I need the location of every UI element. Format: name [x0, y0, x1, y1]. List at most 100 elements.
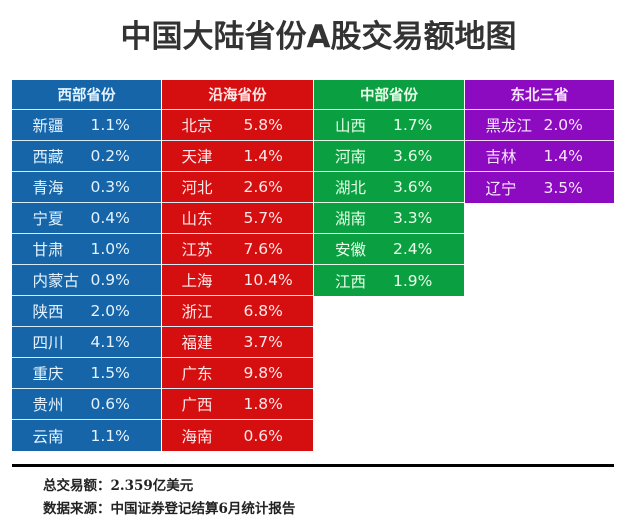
province-value: 2.0%: [543, 116, 583, 134]
table-row: 新疆 1.1%: [12, 110, 161, 141]
province-name: 宁夏: [32, 210, 64, 228]
province-value: 0.4%: [90, 209, 130, 227]
province-name: 广东: [181, 365, 213, 383]
province-name: 四川: [32, 334, 64, 352]
table-row: 内蒙古 0.9%: [12, 265, 161, 296]
column-header: 东北三省: [465, 80, 614, 110]
province-value: 2.4%: [393, 240, 433, 258]
province-name: 陕西: [32, 303, 64, 321]
table-row: 青海 0.3%: [12, 172, 161, 203]
province-name: 河南: [335, 148, 367, 166]
table-row: 宁夏 0.4%: [12, 203, 161, 234]
table-row: 广西 1.8%: [162, 389, 313, 420]
province-name: 北京: [181, 117, 213, 135]
province-value: 1.1%: [90, 426, 130, 445]
province-value: 7.6%: [243, 240, 283, 258]
data-source-note: 数据来源：中国证券登记结算6月统计报告: [43, 501, 296, 517]
province-name: 湖南: [335, 210, 367, 228]
province-name: 海南: [181, 427, 213, 446]
province-name: 福建: [181, 334, 213, 352]
province-value: 10.4%: [243, 271, 293, 289]
province-value: 0.3%: [90, 178, 130, 196]
province-name: 黑龙江: [485, 117, 533, 135]
province-name: 甘肃: [32, 241, 64, 259]
total-volume-note: 总交易额：2.359亿美元: [43, 478, 194, 494]
column-central-provinces: 中部省份 山西 1.7% 河南 3.6% 湖北 3.6% 湖南 3.3% 安徽 2.4% …: [314, 80, 464, 296]
province-name: 山东: [181, 210, 213, 228]
province-name: 河北: [181, 179, 213, 197]
province-value: 1.4%: [543, 147, 583, 165]
province-value: 0.2%: [90, 147, 130, 165]
province-value: 2.6%: [243, 178, 283, 196]
table-row: 湖北 3.6%: [314, 172, 464, 203]
province-value: 1.4%: [243, 147, 283, 165]
province-value: 1.7%: [393, 116, 433, 134]
province-name: 山西: [335, 117, 367, 135]
table-row: 天津 1.4%: [162, 141, 313, 172]
column-northeast-provinces: 东北三省 黑龙江 2.0% 吉林 1.4% 辽宁 3.5%: [465, 80, 614, 203]
table-row: 贵州 0.6%: [12, 389, 161, 420]
table-row: 广东 9.8%: [162, 358, 313, 389]
page-title: 中国大陆省份A股交易额地图: [120, 19, 517, 55]
province-name: 天津: [181, 148, 213, 166]
column-header: 中部省份: [314, 80, 464, 110]
column-coastal-provinces: 沿海省份 北京 5.8% 天津 1.4% 河北 2.6% 山东 5.7% 江苏 7.6% …: [162, 80, 313, 451]
table-row: 吉林 1.4%: [465, 141, 614, 172]
table-row: 海南 0.6%: [162, 420, 313, 451]
table-row: 甘肃 1.0%: [12, 234, 161, 265]
province-name: 江西: [335, 272, 367, 291]
table-row: 山东 5.7%: [162, 203, 313, 234]
table-row: 江西 1.9%: [314, 265, 464, 296]
province-name: 湖北: [335, 179, 367, 197]
province-value: 9.8%: [243, 364, 283, 382]
province-value: 3.3%: [393, 209, 433, 227]
table-row: 河北 2.6%: [162, 172, 313, 203]
province-name: 西藏: [32, 148, 64, 166]
province-name: 安徽: [335, 241, 367, 259]
province-name: 内蒙古: [32, 272, 80, 290]
province-value: 1.1%: [90, 116, 130, 134]
province-name: 广西: [181, 396, 213, 414]
table-row: 河南 3.6%: [314, 141, 464, 172]
province-value: 0.6%: [90, 395, 130, 413]
province-name: 青海: [32, 179, 64, 197]
province-value: 1.9%: [393, 271, 433, 290]
table-row: 北京 5.8%: [162, 110, 313, 141]
province-value: 3.7%: [243, 333, 283, 351]
province-name: 吉林: [485, 148, 517, 166]
footer-divider: [12, 464, 614, 467]
province-name: 辽宁: [485, 179, 517, 198]
province-name: 贵州: [32, 396, 64, 414]
table-row: 重庆 1.5%: [12, 358, 161, 389]
table-row: 黑龙江 2.0%: [465, 110, 614, 141]
province-value: 1.8%: [243, 395, 283, 413]
province-value: 1.5%: [90, 364, 130, 382]
table-row: 浙江 6.8%: [162, 296, 313, 327]
table-row: 山西 1.7%: [314, 110, 464, 141]
table-row: 云南 1.1%: [12, 420, 161, 451]
column-header: 沿海省份: [162, 80, 313, 110]
province-value: 0.9%: [90, 271, 130, 289]
column-header: 西部省份: [12, 80, 161, 110]
province-value: 5.8%: [243, 116, 283, 134]
province-name: 云南: [32, 427, 64, 446]
column-west-provinces: 西部省份 新疆 1.1% 西藏 0.2% 青海 0.3% 宁夏 0.4% 甘肃 1.0% …: [12, 80, 161, 451]
province-name: 江苏: [181, 241, 213, 259]
table-row: 西藏 0.2%: [12, 141, 161, 172]
table-row: 福建 3.7%: [162, 327, 313, 358]
province-value: 1.0%: [90, 240, 130, 258]
province-value: 3.6%: [393, 178, 433, 196]
province-value: 6.8%: [243, 302, 283, 320]
province-value: 3.6%: [393, 147, 433, 165]
province-name: 上海: [181, 272, 213, 290]
province-value: 4.1%: [90, 333, 130, 351]
table-row: 上海 10.4%: [162, 265, 313, 296]
table-row: 湖南 3.3%: [314, 203, 464, 234]
province-name: 新疆: [32, 117, 64, 135]
province-value: 0.6%: [243, 426, 283, 445]
table-row: 陕西 2.0%: [12, 296, 161, 327]
province-value: 3.5%: [543, 178, 583, 197]
table-row: 辽宁 3.5%: [465, 172, 614, 203]
table-row: 四川 4.1%: [12, 327, 161, 358]
province-name: 浙江: [181, 303, 213, 321]
